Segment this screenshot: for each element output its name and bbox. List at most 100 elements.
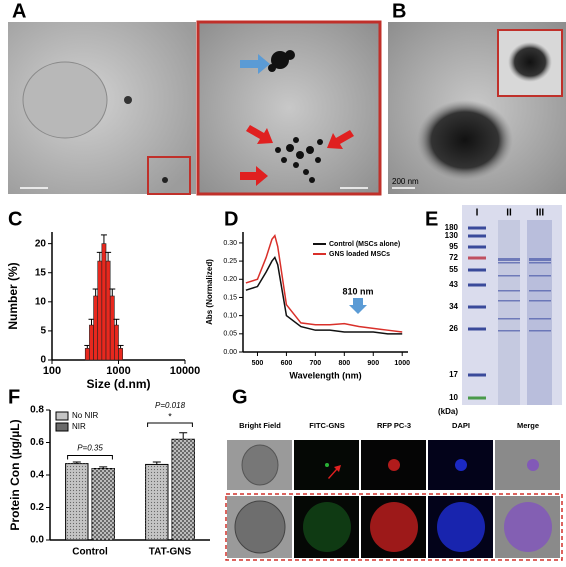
marker-band xyxy=(468,327,486,331)
marker-band xyxy=(468,396,486,400)
cell-signal xyxy=(388,459,400,471)
y-tick-label: 0.4 xyxy=(30,470,44,481)
x-tick-label: TAT-GNS xyxy=(149,547,192,558)
y-tick-label: 0.10 xyxy=(223,312,237,319)
legend-label: GNS loaded MSCs xyxy=(329,251,390,258)
marker-band xyxy=(468,373,486,377)
protein-band xyxy=(498,318,520,320)
line xyxy=(245,255,403,335)
marker-band xyxy=(468,268,486,272)
y-tick-label: 5 xyxy=(40,326,46,337)
red-arrow xyxy=(328,465,341,479)
y-axis-label: Number (%) xyxy=(6,262,20,329)
panel-label: F xyxy=(8,386,20,408)
cell-nucleus xyxy=(22,61,108,139)
bar-texture xyxy=(92,468,115,540)
marker-label: 43 xyxy=(449,280,458,289)
protein-band xyxy=(498,258,520,261)
legend-label: NIR xyxy=(72,422,86,431)
y-tick-label: 20 xyxy=(35,238,47,249)
cell-signal xyxy=(370,502,418,552)
y-tick-label: 0.2 xyxy=(30,502,44,513)
bar xyxy=(114,324,119,361)
protein-band xyxy=(529,258,551,261)
protein-band xyxy=(498,300,520,302)
marker-label: 130 xyxy=(445,231,459,240)
red-arrow xyxy=(246,125,273,144)
marker-label: 34 xyxy=(449,302,458,311)
legend-swatch xyxy=(55,422,69,432)
marker-label: 17 xyxy=(449,370,458,379)
significance-bracket xyxy=(67,455,113,460)
y-tick-label: 0 xyxy=(40,355,46,366)
protein-band xyxy=(529,330,551,332)
bar xyxy=(89,324,94,361)
panel-label: C xyxy=(8,208,22,230)
panel-label: G xyxy=(232,386,248,408)
x-tick-label: 900 xyxy=(367,360,379,367)
marker-band xyxy=(468,226,486,230)
micrograph xyxy=(294,496,359,558)
zoom-frame xyxy=(225,493,563,561)
unit-label: (kDa) xyxy=(438,407,458,416)
x-tick-label: 800 xyxy=(338,360,350,367)
panel-label: B xyxy=(392,0,406,22)
protein-band xyxy=(498,262,520,264)
marker-label: 10 xyxy=(449,393,458,402)
y-tick-label: 10 xyxy=(35,296,47,307)
y-tick-label: 15 xyxy=(35,267,47,278)
bar xyxy=(93,295,99,361)
marker-band xyxy=(468,256,486,260)
lane-label: III xyxy=(536,208,545,219)
particle xyxy=(124,96,132,104)
red-arrow xyxy=(240,166,268,186)
protein-band xyxy=(529,290,551,292)
protein-band xyxy=(498,330,520,332)
legend-label: Control (MSCs alone) xyxy=(329,241,400,248)
y-tick-label: 0.0 xyxy=(30,535,44,546)
marker-band xyxy=(468,283,486,287)
annotation: 810 nm xyxy=(342,286,373,296)
cell-signal xyxy=(527,459,539,471)
protein-band xyxy=(529,300,551,302)
y-tick-label: 0.30 xyxy=(223,240,237,247)
annotation: P=0.35 xyxy=(77,444,103,453)
marker-band xyxy=(468,234,486,238)
cell-signal xyxy=(437,502,485,552)
bar-texture xyxy=(172,439,195,540)
gel-lane xyxy=(527,220,552,405)
x-tick-label: 600 xyxy=(281,360,293,367)
bar xyxy=(118,348,123,361)
cell-signal xyxy=(455,459,467,471)
protein-band xyxy=(529,275,551,277)
column-header: Merge xyxy=(517,421,539,430)
x-tick-label: 1000 xyxy=(394,360,410,367)
gel-lane xyxy=(498,220,520,405)
protein-band xyxy=(529,262,551,264)
gns-single xyxy=(508,42,552,82)
lane-label: II xyxy=(506,208,512,219)
cell-outline xyxy=(241,444,279,486)
y-tick-label: 0.00 xyxy=(223,349,237,356)
panel-label: A xyxy=(12,0,26,22)
bar xyxy=(101,243,107,361)
marker-band xyxy=(468,245,486,249)
red-arrow xyxy=(327,130,354,149)
x-tick-label: 100 xyxy=(43,365,61,377)
protein-band xyxy=(498,290,520,292)
protein-band xyxy=(529,318,551,320)
x-tick-label: 700 xyxy=(310,360,322,367)
bar-texture xyxy=(65,463,88,540)
column-header: RFP PC-3 xyxy=(377,421,411,430)
column-header: FITC-GNS xyxy=(309,421,344,430)
panel-label: D xyxy=(224,208,238,230)
gns-aggregate xyxy=(417,100,513,180)
x-axis-label: Size (d.nm) xyxy=(86,377,150,391)
y-axis-label: Protein Con (µg/µL) xyxy=(8,419,22,530)
marker-label: 72 xyxy=(449,253,458,262)
y-tick-label: 0.20 xyxy=(223,276,237,283)
bar xyxy=(109,295,115,361)
x-tick-label: Control xyxy=(72,547,108,558)
bar xyxy=(84,348,90,361)
